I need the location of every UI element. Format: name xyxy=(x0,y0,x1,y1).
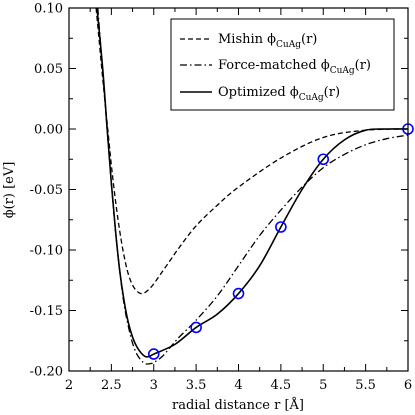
legend-entry-label: Force-matched ϕCuAg(r) xyxy=(218,58,371,76)
legend-box xyxy=(170,18,395,111)
y-tick-label: 0.05 xyxy=(34,62,63,77)
x-axis-label: radial distance r [Å] xyxy=(172,397,304,413)
y-tick-label: -0.15 xyxy=(30,304,63,319)
x-tick-label: 4.5 xyxy=(271,378,292,393)
y-axis-label: ϕ(r) [eV] xyxy=(2,162,17,219)
legend-entry-label: Mishin ϕCuAg(r) xyxy=(218,32,317,50)
optimized-series-line xyxy=(96,8,408,358)
x-tick-label: 3.5 xyxy=(186,378,207,393)
mishin-series-line xyxy=(95,8,408,295)
plot-markers xyxy=(147,123,414,360)
x-tick-label: 4 xyxy=(234,378,242,393)
data-point-marker xyxy=(317,153,330,166)
y-tick-label: -0.10 xyxy=(30,244,63,259)
x-tick-label: 6 xyxy=(404,378,412,393)
tick-labels: 2 2.5 3 3.5 4 4.5 5 5.5 6 0.10 0.05 0.00 -0.05 -0.10 -… xyxy=(30,2,412,394)
x-tick-label: 2.5 xyxy=(101,378,122,393)
x-tick-label: 5.5 xyxy=(355,378,376,393)
plot-lines xyxy=(95,8,408,365)
y-tick-label: 0.10 xyxy=(34,2,63,17)
x-tick-label: 5 xyxy=(319,378,327,393)
data-point-marker xyxy=(190,321,202,334)
data-point-marker xyxy=(147,348,160,360)
force-matched-series-line xyxy=(97,8,408,365)
axis-ticks xyxy=(68,7,409,372)
legend-entry-label: Optimized ϕCuAg(r) xyxy=(218,85,340,103)
legend: Mishin ϕCuAg(r) Force-matched ϕCuAg(r) Opt… xyxy=(170,18,395,111)
data-point-marker xyxy=(275,221,287,233)
y-tick-label: -0.05 xyxy=(30,183,63,198)
data-point-marker xyxy=(232,287,245,300)
x-tick-label: 2 xyxy=(65,378,73,393)
y-tick-label: -0.20 xyxy=(30,365,63,380)
x-tick-label: 3 xyxy=(150,378,158,393)
y-tick-label: 0.00 xyxy=(34,123,63,138)
